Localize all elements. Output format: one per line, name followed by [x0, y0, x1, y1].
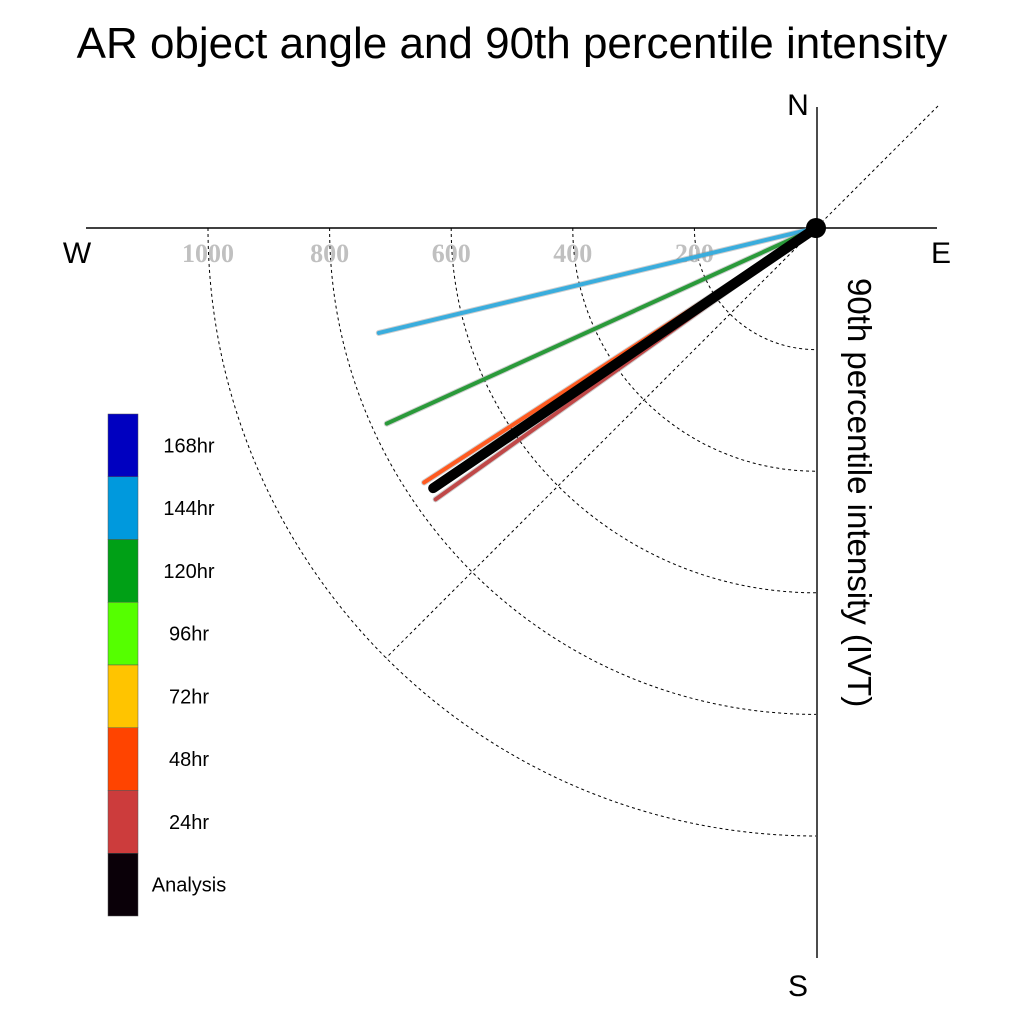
legend-swatch	[107, 602, 139, 666]
legend-label: 144hr	[163, 498, 214, 520]
series-vector-120hr	[384, 226, 818, 426]
grid-ring	[207, 227, 817, 837]
series-vectors	[375, 223, 821, 503]
legend-swatch	[107, 853, 139, 917]
legend-label: 168hr	[163, 435, 214, 457]
tick-label: 1000	[182, 239, 234, 268]
radial-tick-labels: 1000 800 600 400 200	[182, 239, 714, 268]
east-label: E	[931, 237, 951, 270]
tick-label: 800	[310, 239, 349, 268]
grid-ring	[450, 227, 817, 594]
west-label: W	[63, 237, 92, 270]
origin-marker	[806, 218, 826, 238]
legend-swatch	[107, 727, 139, 791]
y-axis-label: 90th percentile intensity (IVT)	[841, 278, 878, 707]
legend-swatch	[107, 413, 139, 477]
grid-ring	[329, 227, 817, 715]
legend-label: 120hr	[163, 561, 214, 583]
grid-ring	[693, 227, 817, 351]
legend-swatch	[107, 664, 139, 728]
legend-swatch	[107, 476, 139, 540]
chart-title: AR object angle and 90th percentile inte…	[77, 19, 948, 68]
tick-label: 600	[432, 239, 471, 268]
legend-label: 48hr	[169, 749, 209, 771]
north-label: N	[787, 89, 809, 122]
legend-colorbar: 168hr 144hr 120hr 96hr 72hr 48hr 24hr Analysis	[107, 413, 226, 917]
legend-label: 72hr	[169, 686, 209, 708]
polar-grid	[207, 105, 939, 837]
series-vector-analysis	[428, 223, 821, 494]
legend-swatch	[107, 539, 139, 603]
grid-ring	[572, 227, 817, 472]
compass-axes	[86, 107, 937, 958]
legend-label: 96hr	[169, 624, 209, 646]
series-vector-144hr	[376, 226, 818, 335]
legend-label: Analysis	[152, 875, 226, 897]
tick-label: 400	[553, 239, 592, 268]
legend-label: 24hr	[169, 812, 209, 834]
grid-diagonal	[385, 105, 939, 659]
legend-swatch	[107, 790, 139, 854]
south-label: S	[788, 970, 808, 1003]
